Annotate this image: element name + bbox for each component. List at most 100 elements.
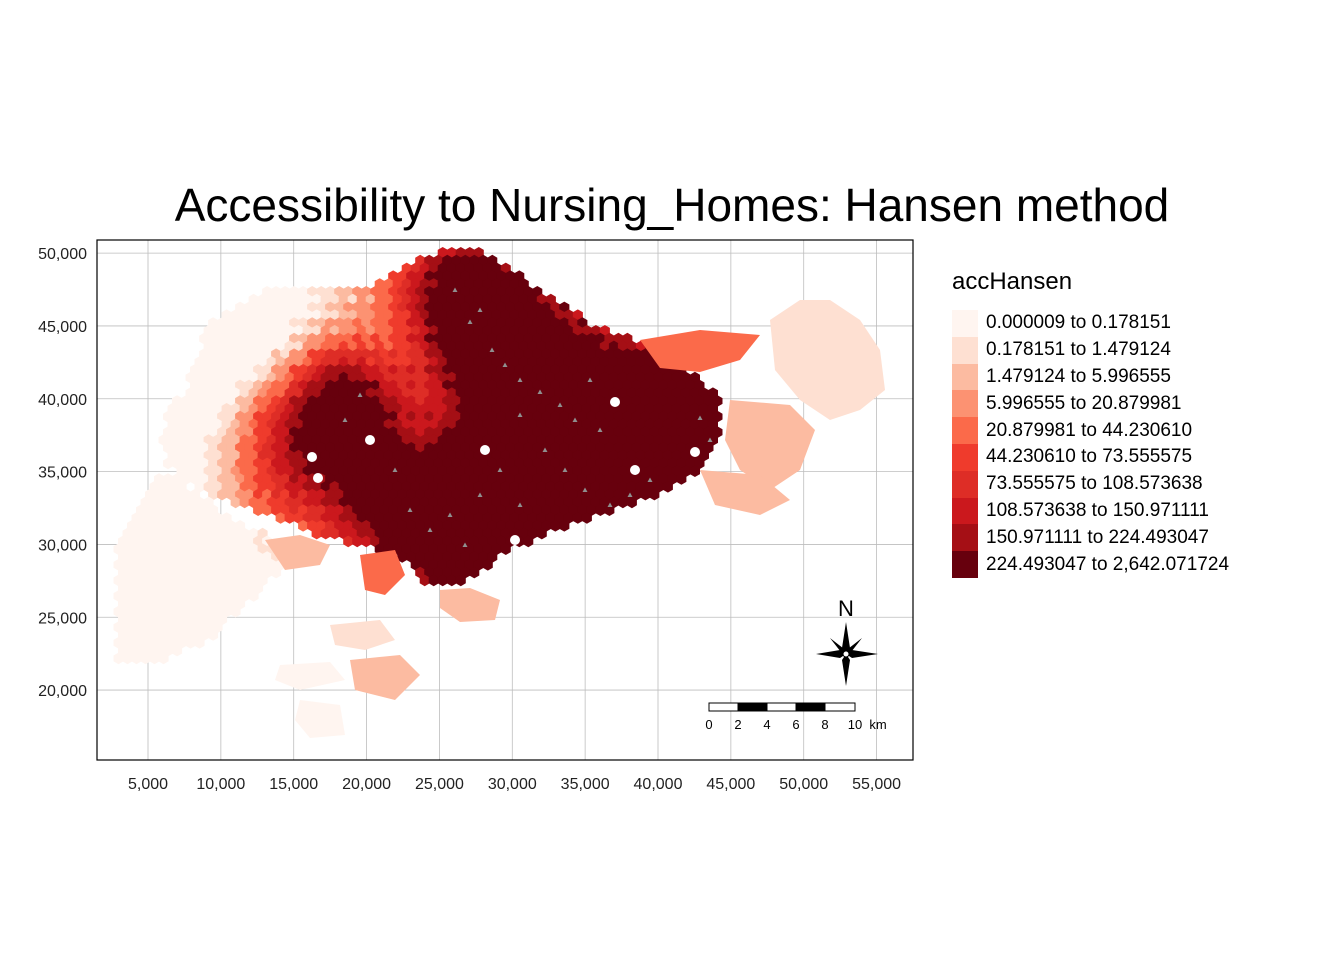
hex-cell — [347, 325, 358, 337]
hex-cell — [469, 426, 480, 438]
y-axis-ticks: 50,00045,00040,00035,00030,00025,00020,0… — [38, 246, 87, 700]
hex-cell — [311, 527, 322, 540]
hex-cell — [257, 574, 268, 587]
y-tick-label: 50,000 — [38, 246, 87, 263]
hex-cell — [640, 410, 651, 423]
legend-swatch — [952, 363, 978, 391]
hex-cell — [199, 426, 210, 438]
hex-cell — [563, 418, 574, 431]
hex-cell — [370, 332, 381, 345]
hex-cell — [608, 340, 619, 353]
hex-cell — [496, 520, 507, 532]
hex-cell — [388, 395, 399, 407]
hex-cell — [478, 364, 489, 376]
hex-cell — [680, 371, 691, 384]
hex-cell — [199, 535, 210, 548]
hex-cell — [649, 379, 660, 392]
hex-cell — [397, 442, 408, 454]
hex-cell — [613, 457, 624, 470]
hex-cell — [217, 442, 228, 454]
hex-cell — [167, 449, 178, 462]
hex-cell — [442, 364, 453, 376]
hex-cell — [514, 504, 525, 516]
x-tick-label: 55,000 — [852, 776, 901, 793]
hex-cell — [604, 426, 615, 438]
hex-cell — [550, 410, 561, 423]
hex-cell — [365, 496, 376, 509]
hex-cell — [500, 481, 511, 493]
hex-cell — [176, 449, 187, 462]
hex-cell — [536, 356, 547, 368]
hex-cell — [451, 457, 462, 470]
hex-cell — [424, 442, 435, 454]
hex-cell — [203, 590, 214, 602]
hex-cell — [478, 379, 489, 392]
hex-cell — [374, 293, 385, 306]
hex-cell — [658, 457, 669, 470]
hex-cell — [293, 449, 304, 462]
hex-cell — [370, 442, 381, 454]
hex-cell — [154, 644, 165, 657]
hex-cell — [424, 410, 435, 423]
hex-cell — [415, 395, 426, 407]
hex-cell — [320, 496, 331, 509]
hex-cell — [460, 442, 471, 454]
hex-cell — [500, 465, 511, 477]
hex-cell — [536, 403, 547, 415]
hex-cell — [343, 426, 354, 438]
hex-cell — [433, 410, 444, 423]
hex-cell — [181, 473, 192, 485]
hex-cell — [622, 379, 633, 392]
hex-cell — [586, 504, 597, 516]
hex-cell — [262, 317, 273, 329]
hex-cell — [343, 317, 354, 329]
hex-cell — [433, 488, 444, 501]
hex-cell — [163, 488, 174, 501]
hex-cell — [244, 457, 255, 470]
hex-cell — [356, 527, 367, 540]
hex-cell — [446, 325, 457, 337]
hex-cell — [361, 473, 372, 485]
hex-cell — [235, 301, 246, 314]
hex-cell — [442, 457, 453, 470]
hex-cell — [127, 644, 137, 657]
nursing-home-marker — [392, 467, 398, 472]
hex-cell — [334, 348, 345, 360]
hex-cell — [559, 457, 570, 470]
hex-cell — [703, 410, 714, 423]
hex-cell — [455, 496, 466, 509]
hex-cell — [262, 286, 273, 298]
hex-cell — [685, 379, 696, 392]
hex-cell — [316, 348, 327, 360]
hex-cell — [194, 418, 205, 431]
hex-cell — [505, 317, 516, 329]
hex-cell — [325, 442, 336, 454]
hex-cell — [154, 504, 165, 516]
hex-cell — [199, 332, 210, 345]
hex-cell — [163, 535, 174, 548]
hex-cell — [617, 465, 628, 477]
hex-cell — [361, 332, 372, 345]
hex-cell — [266, 387, 277, 399]
hex-cell — [496, 535, 507, 548]
hex-cell — [145, 520, 156, 532]
hex-cell — [473, 496, 484, 509]
hex-cell — [451, 395, 462, 407]
hex-cell — [527, 356, 538, 368]
hex-cell — [266, 418, 277, 431]
hex-cell — [230, 371, 241, 384]
hex-cell — [185, 590, 196, 602]
hex-cell — [226, 426, 237, 438]
legend-title: accHansen — [952, 268, 1073, 295]
hex-cell — [176, 590, 187, 602]
hex-cell — [505, 520, 516, 532]
hex-cell — [181, 457, 192, 470]
hex-cell — [482, 527, 493, 540]
hex-cell — [383, 481, 394, 493]
hex-cell — [275, 356, 286, 368]
hex-cell — [185, 465, 196, 477]
legend-swatch — [952, 470, 978, 498]
hex-cell — [572, 465, 583, 477]
hex-cell — [415, 410, 426, 423]
hex-cell — [491, 403, 502, 415]
